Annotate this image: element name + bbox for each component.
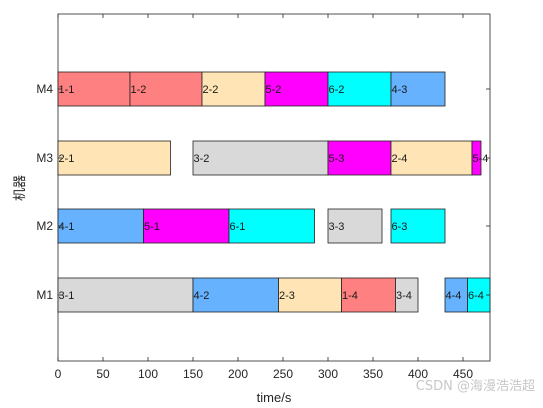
task-label: 6-3 xyxy=(392,221,408,233)
task-bar xyxy=(390,71,446,107)
y-tick-label: M4 xyxy=(36,82,53,96)
task-label: 1-1 xyxy=(59,84,75,96)
task-bar xyxy=(192,140,329,176)
x-tick-label: 250 xyxy=(273,367,293,381)
y-tick-label: M1 xyxy=(36,288,53,302)
task-label: 2-4 xyxy=(392,153,408,165)
task-bar xyxy=(341,277,396,313)
x-tick-label: 100 xyxy=(138,367,158,381)
task-label: 4-4 xyxy=(446,290,462,302)
task-bar xyxy=(57,140,171,176)
x-tick-label: 200 xyxy=(228,367,248,381)
task-bar xyxy=(143,208,230,244)
task-bar xyxy=(228,208,315,244)
x-tick-label: 50 xyxy=(96,367,110,381)
x-tick-label: 150 xyxy=(183,367,203,381)
x-tick-label: 0 xyxy=(55,367,62,381)
task-bar xyxy=(278,277,342,313)
bars-layer: 3-1 4-2 2-3 1-4 3-4 4-4 6-4 4-1 5-1 6-1 3-3 6-3 2-1 3… xyxy=(57,71,491,313)
task-label: 4-3 xyxy=(392,84,408,96)
task-label: 1-2 xyxy=(131,84,147,96)
x-tick-label: 450 xyxy=(453,367,473,381)
task-label: 4-2 xyxy=(194,290,210,302)
y-axis-label: 机器 xyxy=(13,175,28,201)
watermark: CSDN @海漫浩浩超 xyxy=(415,379,535,394)
task-label: 5-1 xyxy=(144,221,160,233)
task-label: 5-4 xyxy=(473,153,489,165)
task-label: 6-2 xyxy=(329,84,345,96)
task-label: 3-2 xyxy=(194,153,210,165)
task-label: 5-3 xyxy=(329,153,345,165)
task-bar xyxy=(327,208,383,244)
task-label: 6-1 xyxy=(230,221,246,233)
task-bar xyxy=(264,71,329,107)
task-label: 3-4 xyxy=(396,290,412,302)
task-label: 2-1 xyxy=(59,153,75,165)
task-bar xyxy=(327,71,392,107)
x-tick-label: 300 xyxy=(318,367,338,381)
task-label: 3-3 xyxy=(329,221,345,233)
x-tick-label: 400 xyxy=(408,367,428,381)
task-bar xyxy=(395,277,419,313)
task-bar xyxy=(327,140,392,176)
task-label: 3-1 xyxy=(59,290,75,302)
task-bar xyxy=(471,140,482,176)
task-bar xyxy=(390,208,446,244)
task-bar xyxy=(390,140,473,176)
task-bar xyxy=(57,277,194,313)
task-label: 2-2 xyxy=(203,84,219,96)
task-label: 2-3 xyxy=(279,290,295,302)
x-tick-label: 350 xyxy=(363,367,383,381)
y-tick-label: M2 xyxy=(36,219,53,233)
task-bar xyxy=(201,71,266,107)
task-bar xyxy=(129,71,203,107)
y-tick-label: M3 xyxy=(36,151,53,165)
x-axis-label: time/s xyxy=(257,390,292,405)
task-label: 1-4 xyxy=(342,290,358,302)
axes-layer: 0 50 100 150 200 250 300 350 400 450 M1 M2 M3 M4 xyxy=(36,14,490,381)
task-label: 4-1 xyxy=(59,221,75,233)
task-label: 6-4 xyxy=(468,290,484,302)
task-label: 5-2 xyxy=(266,84,282,96)
